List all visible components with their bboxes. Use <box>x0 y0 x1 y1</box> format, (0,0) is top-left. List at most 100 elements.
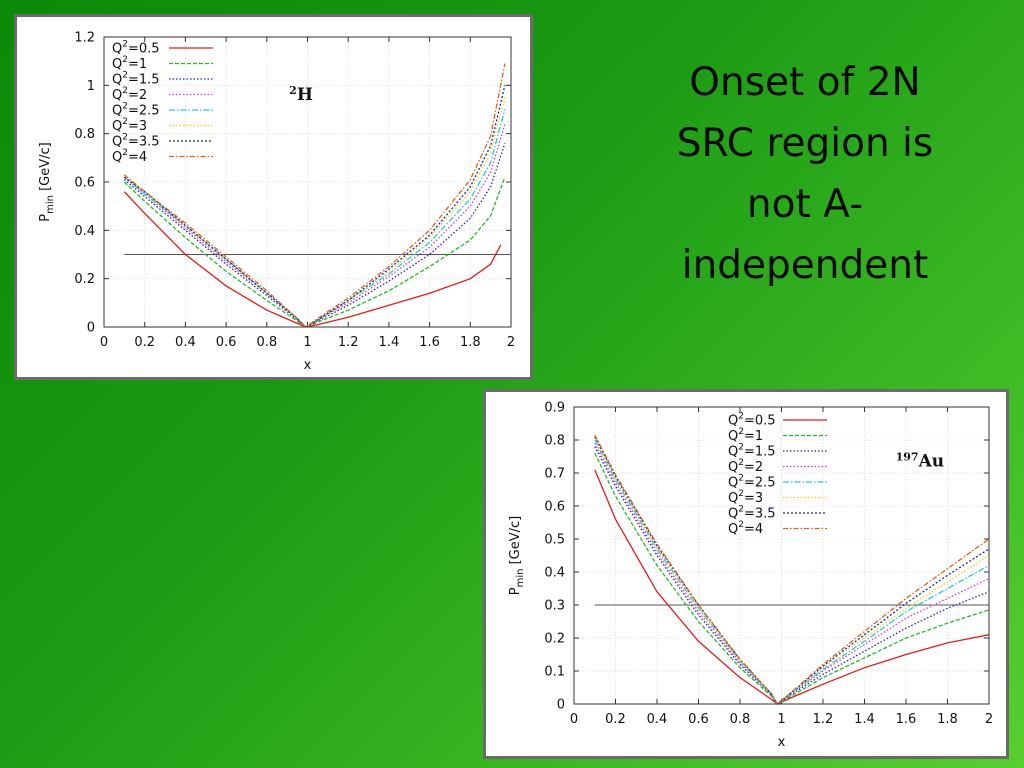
y-axis-label-unit: [GeV/c] <box>38 142 53 195</box>
legend-label: Q2=0.5 <box>112 40 160 57</box>
y-axis-label: Pmin [GeV/c] <box>508 516 526 595</box>
legend-label-sup: 2 <box>738 489 744 499</box>
legend-label: Q2=4 <box>728 520 763 537</box>
legend-label: Q2=4 <box>112 148 147 165</box>
legend-label-q: Q <box>112 150 122 165</box>
y-axis-label-main: P <box>508 587 523 595</box>
deuteron-chart-canvas: 0 0.2 0.4 0.6 0.8 1 1.2 1.4 1.6 1.8 2 0 0.2 0.4 0.6 0.8… <box>38 31 515 374</box>
series-line <box>123 85 506 328</box>
legend-label-q: Q <box>728 476 738 491</box>
legend-label-value: =2.5 <box>128 104 160 119</box>
x-tick-label: 1 <box>777 712 785 727</box>
legend-label-sup: 2 <box>738 412 744 422</box>
x-tick-label: 1.2 <box>338 335 359 350</box>
legend-label-q: Q <box>728 429 738 444</box>
x-tick-label: 1.6 <box>419 335 440 350</box>
legend-label: Q2=3 <box>728 489 763 506</box>
legend-label-value: =3 <box>744 491 763 506</box>
legend-label: Q2=1.5 <box>112 71 160 88</box>
legend-label: Q2=3 <box>112 117 147 134</box>
y-axis-label: Pmin [GeV/c] <box>38 142 56 221</box>
nucleus-mass-number: 2 <box>289 84 297 97</box>
legend-label-value: =3 <box>128 119 147 134</box>
series-line <box>123 176 506 328</box>
y-tick-label: 0.5 <box>544 533 565 548</box>
legend-label: Q2=3.5 <box>728 505 776 522</box>
legend-label: Q2=3.5 <box>112 133 160 150</box>
y-tick-label: 0.3 <box>544 599 565 614</box>
x-tick-label: 1.8 <box>460 335 481 350</box>
legend-label-value: =2 <box>744 460 763 475</box>
legend-label-sup: 2 <box>122 71 128 81</box>
series-line <box>594 452 990 705</box>
legend-label-sup: 2 <box>122 117 128 127</box>
series-line <box>123 143 506 328</box>
gold-chart-canvas: 0 0.2 0.4 0.6 0.8 1 1.2 1.4 1.6 1.8 2 0 0.1 0.2 0.3 0.4… <box>508 401 993 751</box>
y-axis-label-sub: min <box>515 569 526 588</box>
slide-title-line: not A- <box>746 182 864 227</box>
y-tick-label: 0.7 <box>544 467 565 482</box>
x-tick-label: 0.4 <box>175 335 196 350</box>
plot-frame <box>573 406 990 705</box>
y-axis-label-unit: [GeV/c] <box>508 516 523 569</box>
y-tick-label: 0.2 <box>74 272 95 287</box>
slide-title-line: independent <box>681 243 929 288</box>
legend-label-q: Q <box>112 57 122 72</box>
legend-label: Q2=2.5 <box>728 474 776 491</box>
legend-label-value: =1.5 <box>128 73 160 88</box>
legend-label-sup: 2 <box>738 427 744 437</box>
x-tick-label: 0.8 <box>256 335 277 350</box>
legend-label-q: Q <box>728 445 738 460</box>
x-tick-label: 0.2 <box>134 335 155 350</box>
series-line <box>123 191 502 328</box>
series-line <box>594 437 990 705</box>
x-tick-label: 1.2 <box>813 712 834 727</box>
y-tick-label: 0 <box>557 698 565 713</box>
y-axis-label-sub: min <box>45 195 56 214</box>
legend-label-value: =3.5 <box>128 135 160 150</box>
plot-frame <box>103 36 512 328</box>
series-line <box>123 123 506 328</box>
nucleus-annotation: 2H <box>289 84 313 105</box>
slide-title-line: SRC region is <box>676 121 934 166</box>
nucleus-symbol: H <box>297 85 313 105</box>
legend-label-q: Q <box>728 414 738 429</box>
legend-label-sup: 2 <box>738 505 744 515</box>
legend-label: Q2=2 <box>728 458 763 475</box>
series-line <box>594 436 990 705</box>
y-tick-label: 0.6 <box>74 176 95 191</box>
legend-label: Q2=1.5 <box>728 443 776 460</box>
series-line <box>594 434 990 705</box>
x-tick-label: 2 <box>985 712 993 727</box>
legend-label-q: Q <box>112 135 122 150</box>
legend-label: Q2=1 <box>728 427 763 444</box>
legend-label-value: =0.5 <box>128 42 160 57</box>
legend-label-sup: 2 <box>122 148 128 158</box>
series-line <box>594 439 990 705</box>
legend-label-value: =4 <box>128 150 147 165</box>
series-line <box>123 63 506 328</box>
gold-pmin-chart: 0 0.2 0.4 0.6 0.8 1 1.2 1.4 1.6 1.8 2 0 0.1 0.2 0.3 0.4… <box>483 389 1009 759</box>
x-tick-label: 0.6 <box>216 335 237 350</box>
legend-label-sup: 2 <box>122 133 128 143</box>
legend-label: Q2=2.5 <box>112 102 160 119</box>
x-tick-label: 1 <box>303 335 311 350</box>
deuteron-pmin-chart: 0 0.2 0.4 0.6 0.8 1 1.2 1.4 1.6 1.8 2 0 0.2 0.4 0.6 0.8… <box>14 14 533 380</box>
legend-label-sup: 2 <box>122 86 128 96</box>
slide-title: Onset of 2N SRC region is not A- indepen… <box>640 52 970 296</box>
slide-title-line: Onset of 2N <box>689 60 921 105</box>
y-tick-label: 0.4 <box>74 224 95 239</box>
legend-label-q: Q <box>112 88 122 103</box>
y-tick-label: 0 <box>87 321 95 336</box>
series-line <box>123 97 506 328</box>
x-tick-label: 1.4 <box>854 712 875 727</box>
x-tick-label: 0.2 <box>605 712 626 727</box>
x-axis-label: x <box>778 735 786 750</box>
legend-label-sup: 2 <box>738 474 744 484</box>
nucleus-symbol: Au <box>918 451 945 471</box>
legend-label: Q2=1 <box>112 55 147 72</box>
x-tick-label: 1.8 <box>937 712 958 727</box>
nucleus-annotation: 197Au <box>896 450 945 471</box>
legend-label-sup: 2 <box>738 443 744 453</box>
x-tick-label: 1.4 <box>379 335 400 350</box>
